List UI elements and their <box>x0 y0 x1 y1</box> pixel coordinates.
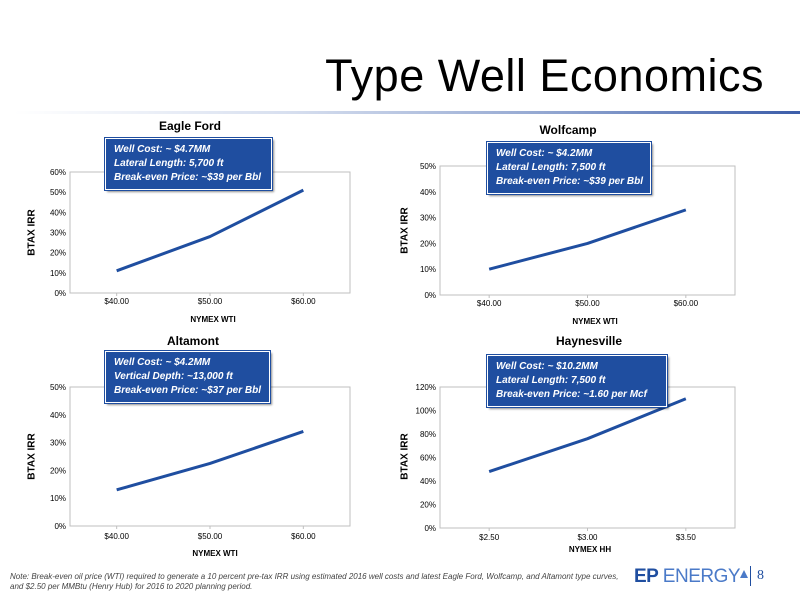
x-tick-label: $2.50 <box>479 533 500 542</box>
callout-line: Lateral Length: 7,500 ft <box>496 162 606 173</box>
footnote: Note: Break-even oil price (WTI) require… <box>10 572 619 591</box>
y-tick-label: 0% <box>424 291 436 300</box>
logo-energy-text: ENERGY <box>662 566 741 587</box>
y-tick-label: 0% <box>424 524 436 533</box>
y-tick-label: 40% <box>420 477 436 486</box>
slide-title: Type Well Economics <box>325 50 764 101</box>
x-tick-label: $40.00 <box>104 297 129 306</box>
well-stats-callout: Well Cost: ~ $4.2MM Vertical Depth: ~13,0… <box>105 351 270 403</box>
y-tick-label: 10% <box>420 265 436 274</box>
series-line <box>116 430 304 492</box>
chart-title: Eagle Ford <box>158 119 222 133</box>
y-tick-label: 20% <box>50 466 66 475</box>
x-tick-label: $50.00 <box>198 297 223 306</box>
y-tick-label: 10% <box>50 494 66 503</box>
y-tick-label: 0% <box>54 522 66 531</box>
y-tick-label: 20% <box>50 249 66 258</box>
callout-line: Well Cost: ~ $4.2MM <box>114 357 211 368</box>
x-axis-label: NYMEX WTI <box>190 315 236 324</box>
x-tick-label: $60.00 <box>291 297 316 306</box>
x-tick-label: $3.00 <box>577 533 598 542</box>
y-tick-label: 30% <box>50 439 66 448</box>
x-tick-label: $3.50 <box>676 533 697 542</box>
x-tick-label: $60.00 <box>291 532 316 541</box>
series-line <box>116 188 305 273</box>
x-tick-label: $60.00 <box>674 299 699 308</box>
series-line <box>488 397 687 474</box>
callout-line: Well Cost: ~ $4.7MM <box>114 144 211 155</box>
chart-title: Haynesville <box>555 334 623 348</box>
callout-line: Break-even Price: ~1.60 per Mcf <box>496 389 647 400</box>
callout-line: Well Cost: ~ $10.2MM <box>496 361 598 372</box>
x-tick-label: $40.00 <box>104 532 129 541</box>
well-stats-callout: Well Cost: ~ $4.7MM Lateral Length: 5,700… <box>105 138 272 190</box>
callout-line: Lateral Length: 7,500 ft <box>496 375 606 386</box>
callout-line: Break-even Price: ~$39 per Bbl <box>114 172 262 183</box>
well-stats-callout: Well Cost: ~ $10.2MM Lateral Length: 7,50… <box>487 355 667 407</box>
y-tick-label: 40% <box>50 411 66 420</box>
x-axis-label: NYMEX WTI <box>192 549 238 558</box>
logo-flame-icon <box>740 570 748 578</box>
x-tick-label: $50.00 <box>575 299 600 308</box>
y-tick-label: 30% <box>50 229 66 238</box>
page-number: 8 <box>757 568 764 583</box>
callout-line: Break-even Price: ~$37 per Bbl <box>114 385 262 396</box>
x-tick-label: $50.00 <box>198 532 223 541</box>
y-tick-label: 50% <box>50 188 66 197</box>
x-axis-label: NYMEX HH <box>568 545 612 554</box>
x-axis-label: NYMEX WTI <box>572 317 618 326</box>
y-tick-label: 30% <box>420 214 436 223</box>
well-stats-callout: Well Cost: ~ $4.2MM Lateral Length: 7,500… <box>487 142 651 194</box>
x-tick-label: $40.00 <box>477 299 502 308</box>
y-tick-label: 80% <box>420 430 436 439</box>
y-tick-label: 20% <box>420 239 436 248</box>
y-tick-label: 50% <box>50 383 66 392</box>
callout-line: Vertical Depth: ~13,000 ft <box>114 371 233 382</box>
company-logo: EP ENERGY <box>634 566 741 588</box>
y-tick-label: 40% <box>420 188 436 197</box>
y-axis-label: BTAX IRR <box>399 432 411 480</box>
y-tick-label: 100% <box>416 407 436 416</box>
callout-line: Well Cost: ~ $4.2MM <box>496 148 593 159</box>
series-line <box>488 208 687 271</box>
callout-line: Lateral Length: 5,700 ft <box>114 158 224 169</box>
y-tick-label: 40% <box>50 208 66 217</box>
title-rule <box>14 111 800 114</box>
y-tick-label: 20% <box>420 501 436 510</box>
chart-title: Altamont <box>167 334 219 348</box>
logo-ep-text: EP <box>634 566 659 587</box>
y-tick-label: 0% <box>54 289 66 298</box>
y-tick-label: 60% <box>50 168 66 177</box>
plot-frame <box>439 386 736 529</box>
page-divider <box>750 566 751 586</box>
y-tick-label: 50% <box>420 162 436 171</box>
y-tick-label: 120% <box>416 383 436 392</box>
y-tick-label: 10% <box>50 269 66 278</box>
callout-line: Break-even Price: ~$39 per Bbl <box>496 176 644 187</box>
y-tick-label: 60% <box>420 454 436 463</box>
chart-title: Wolfcamp <box>539 123 597 137</box>
